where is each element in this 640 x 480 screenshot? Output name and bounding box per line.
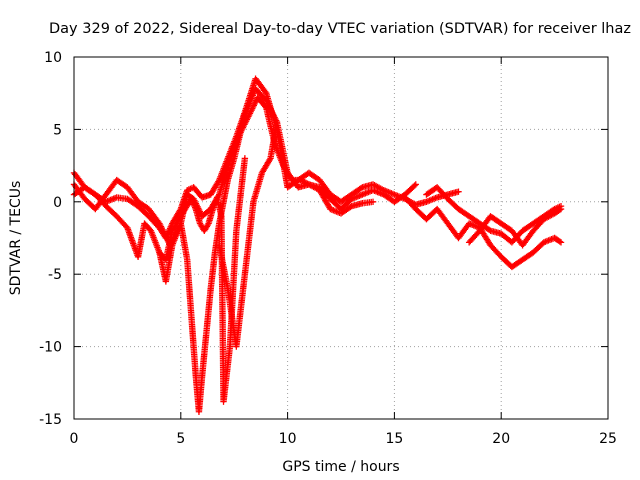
data-point	[204, 221, 211, 229]
data-point	[261, 103, 269, 110]
x-tick-label: 10	[279, 431, 297, 447]
data-point	[241, 155, 249, 162]
data-point	[273, 118, 281, 126]
axis-ticks: 0 5 10 15 20 25 -15 -10 -5 0 5 10	[39, 50, 617, 447]
data-point	[411, 182, 418, 189]
data-point	[556, 238, 563, 245]
data-point	[300, 178, 307, 185]
data-point	[302, 179, 310, 187]
series-track-h	[465, 205, 565, 249]
x-tick-label: 20	[492, 431, 510, 447]
series-track-c	[70, 94, 377, 415]
data-point	[266, 156, 273, 164]
chart-title: Day 329 of 2022, Sidereal Day-to-day VTE…	[49, 21, 631, 37]
data-point	[357, 185, 365, 192]
data-point	[298, 177, 306, 185]
data-point	[557, 205, 565, 213]
x-tick-label: 0	[70, 431, 79, 447]
y-tick-label: -15	[39, 412, 62, 428]
data-point	[347, 203, 354, 211]
data-point	[556, 206, 563, 214]
data-point	[485, 226, 493, 234]
x-tick-label: 15	[385, 431, 403, 447]
y-tick-label: -10	[39, 340, 62, 356]
y-axis-label: SDTVAR / TECUs	[8, 181, 24, 296]
data-point	[301, 179, 308, 186]
series-track-f	[401, 194, 565, 271]
y-tick-label: -5	[48, 267, 62, 283]
plot-border	[73, 56, 609, 420]
data-point	[369, 198, 377, 205]
y-tick-label: 10	[44, 50, 62, 66]
data-point	[297, 176, 304, 184]
data-point	[455, 188, 462, 195]
y-tick-label: 5	[53, 122, 62, 138]
data-point	[557, 239, 565, 246]
y-tick-label: 0	[53, 195, 62, 211]
x-tick-label: 5	[176, 431, 185, 447]
x-tick-label: 25	[599, 431, 617, 447]
data-points	[70, 75, 565, 415]
data-point	[412, 181, 419, 188]
series-track-e	[216, 118, 281, 350]
x-axis-label: GPS time / hours	[282, 459, 399, 475]
